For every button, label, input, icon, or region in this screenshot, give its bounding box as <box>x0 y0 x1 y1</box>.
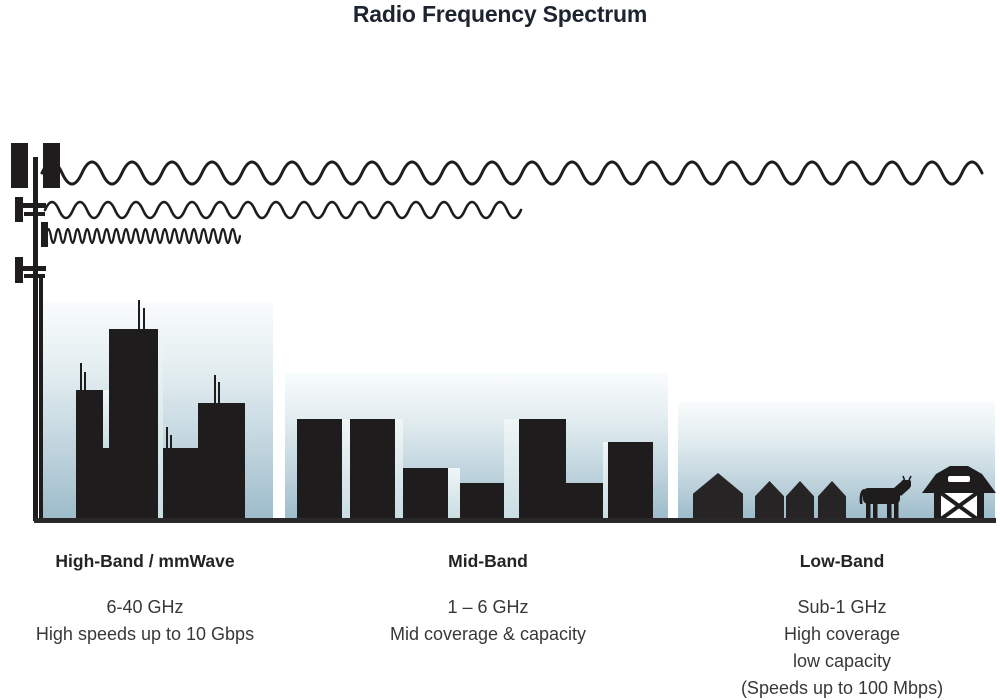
building-silhouette <box>109 329 158 520</box>
building-silhouette <box>101 448 111 520</box>
cell-tower-part <box>16 266 46 271</box>
building-gap <box>158 329 163 518</box>
cell-tower-part <box>15 257 23 283</box>
medium-wavelength-mid-band-wave <box>43 200 523 220</box>
building-silhouette <box>566 483 603 520</box>
cell-tower-part <box>16 203 46 208</box>
low-band-labels: Low-Band Sub-1 GHz High coverage low capac… <box>705 550 979 700</box>
high-band-heading: High-Band / mmWave <box>55 551 235 571</box>
cell-tower-part <box>41 222 48 247</box>
building-gap <box>504 419 519 518</box>
band-info-line: High speeds up to 10 Gbps <box>35 624 255 644</box>
mid-band-heading: Mid-Band <box>448 551 528 571</box>
building-silhouette <box>350 419 395 520</box>
rooftop-antenna-icon <box>84 372 86 390</box>
band-info-line: low capacity <box>792 651 892 671</box>
cell-tower-part <box>43 143 60 188</box>
band-info-line: 1 – 6 GHz <box>447 597 529 617</box>
band-info-line: Mid coverage & capacity <box>389 624 587 644</box>
cell-tower-part <box>33 157 38 521</box>
band-info-line: 6-40 GHz <box>106 597 184 617</box>
low-band-details: Sub-1 GHz High coverage low capacity (Speed… <box>705 594 979 700</box>
cell-tower-part <box>39 278 43 521</box>
rooftop-antenna-icon <box>143 308 145 329</box>
diagram-title: Radio Frequency Spectrum <box>352 1 648 27</box>
building-silhouette <box>198 403 245 520</box>
building-silhouette <box>460 483 504 520</box>
barn-icon <box>922 466 996 520</box>
building-silhouette <box>403 468 448 520</box>
building-gap <box>102 390 109 448</box>
building-silhouette <box>76 390 103 520</box>
long-wavelength-low-band-wave <box>40 160 984 186</box>
building-gap <box>603 442 608 518</box>
mid-band-labels: Mid-Band 1 – 6 GHz Mid coverage & capacit… <box>353 550 623 648</box>
band-info-line: (Speeds up to 100 Mbps) <box>740 678 944 698</box>
rooftop-antenna-icon <box>138 300 140 329</box>
rooftop-antenna-icon <box>80 363 82 390</box>
building-gap <box>448 468 460 518</box>
building-silhouette <box>163 448 198 520</box>
rooftop-antenna-icon <box>214 375 216 403</box>
cow-icon <box>859 475 912 519</box>
building-silhouette <box>297 419 342 520</box>
building-silhouette <box>519 419 566 520</box>
cell-tower-part <box>24 212 45 216</box>
rooftop-antenna-icon <box>218 382 220 403</box>
band-info-line: Sub-1 GHz <box>797 597 887 617</box>
building-silhouette <box>608 442 653 520</box>
high-band-labels: High-Band / mmWave 6-40 GHz High speeds u… <box>10 550 280 648</box>
high-band-details: 6-40 GHz High speeds up to 10 Gbps <box>10 594 280 648</box>
building-gap <box>342 419 350 518</box>
mid-band-details: 1 – 6 GHz Mid coverage & capacity <box>353 594 623 648</box>
ground-line <box>34 518 996 523</box>
building-gap <box>395 419 403 518</box>
low-band-heading: Low-Band <box>799 551 885 571</box>
rooftop-antenna-icon <box>170 435 172 448</box>
rooftop-antenna-icon <box>166 427 168 448</box>
band-info-line: High coverage <box>783 624 901 644</box>
cell-tower-part <box>15 197 23 222</box>
cell-tower-part <box>24 274 45 278</box>
cell-tower-part <box>11 143 28 188</box>
short-wavelength-high-band-wave <box>44 227 242 245</box>
